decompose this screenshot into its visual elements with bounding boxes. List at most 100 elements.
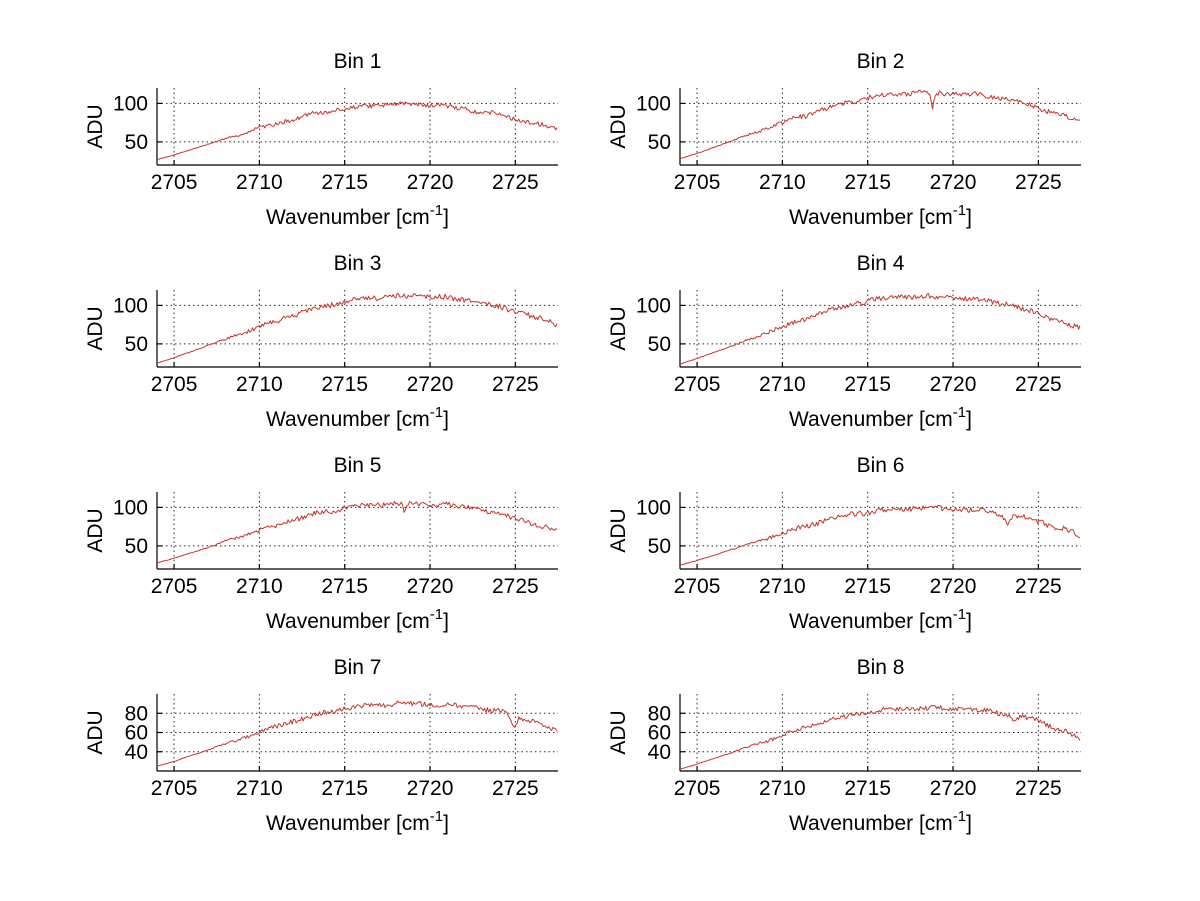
subplot-bin-8: 2705 2710 2715 2720 2725 40 60 80 Bin 8 ADU Wavenu…: [600, 636, 1200, 838]
x-tick-label: 2705: [151, 373, 198, 396]
y-axis-label: ADU: [607, 104, 630, 148]
y-axis-label: ADU: [607, 710, 630, 754]
y-tick-label: 40: [648, 741, 671, 764]
x-tick-label: 2715: [321, 575, 368, 598]
y-tick-label: 100: [113, 294, 148, 317]
subplot-title: Bin 2: [857, 50, 905, 73]
x-tick-label: 2725: [1015, 575, 1062, 598]
x-tick-label: 2715: [844, 373, 891, 396]
x-tick-label: 2715: [321, 171, 368, 194]
x-axis-label: Wavenumber [cm-1]: [789, 606, 972, 633]
x-axis-label: Wavenumber [cm-1]: [789, 202, 972, 229]
y-axis-label: ADU: [607, 508, 630, 552]
y-axis-label: ADU: [607, 306, 630, 350]
x-tick-label: 2710: [236, 777, 283, 800]
y-axis-label: ADU: [84, 104, 107, 148]
y-tick-label: 100: [113, 496, 148, 519]
x-tick-label: 2715: [321, 777, 368, 800]
x-axis-label: Wavenumber [cm-1]: [789, 404, 972, 431]
subplot-svg: 2705 2710 2715 2720 2725 50 100 Bin 3 ADU Wavenum…: [84, 252, 558, 431]
x-axis-label: Wavenumber [cm-1]: [266, 202, 449, 229]
y-tick-label: 80: [648, 702, 671, 725]
x-tick-label: 2720: [407, 373, 454, 396]
y-tick-label: 60: [648, 722, 671, 745]
x-tick-label: 2715: [321, 373, 368, 396]
x-tick-label: 2710: [236, 373, 283, 396]
x-tick-label: 2715: [844, 777, 891, 800]
subplot-title: Bin 1: [334, 50, 382, 73]
y-tick-label: 50: [648, 131, 671, 154]
subplot-bin-3: 2705 2710 2715 2720 2725 50 100 Bin 3 ADU Wavenum…: [0, 232, 600, 434]
subplot-bin-6: 2705 2710 2715 2720 2725 50 100 Bin 6 ADU Wavenum…: [600, 434, 1200, 636]
spectrum-line: [680, 704, 1081, 770]
y-tick-label: 50: [648, 333, 671, 356]
subplot-title: Bin 8: [857, 656, 905, 679]
y-tick-label: 100: [636, 496, 671, 519]
y-tick-label: 50: [125, 333, 148, 356]
x-tick-label: 2720: [407, 171, 454, 194]
subplot-title: Bin 6: [857, 454, 905, 477]
x-tick-label: 2705: [151, 575, 198, 598]
subplot-svg: 2705 2710 2715 2720 2725 50 100 Bin 5 ADU Wavenum…: [84, 454, 558, 633]
spectrum-line: [157, 700, 558, 767]
y-tick-label: 60: [125, 722, 148, 745]
x-tick-label: 2705: [674, 575, 721, 598]
x-tick-label: 2720: [930, 575, 977, 598]
subplot-svg: 2705 2710 2715 2720 2725 50 100 Bin 2 ADU Wavenum…: [607, 50, 1081, 229]
y-tick-label: 100: [113, 92, 148, 115]
subplot-title: Bin 7: [334, 656, 382, 679]
subplot-svg: 2705 2710 2715 2720 2725 50 100 Bin 1 ADU Wavenum…: [84, 50, 558, 229]
subplot-svg: 2705 2710 2715 2720 2725 50 100 Bin 6 ADU Wavenum…: [607, 454, 1081, 633]
x-axis-label: Wavenumber [cm-1]: [789, 808, 972, 835]
subplot-title: Bin 4: [857, 252, 905, 275]
subplot-bin-4: 2705 2710 2715 2720 2725 50 100 Bin 4 ADU Wavenum…: [600, 232, 1200, 434]
x-tick-label: 2710: [236, 575, 283, 598]
x-tick-label: 2710: [759, 171, 806, 194]
spectrum-line: [680, 504, 1081, 566]
subplot-bin-2: 2705 2710 2715 2720 2725 50 100 Bin 2 ADU Wavenum…: [600, 30, 1200, 232]
spectrum-line: [157, 500, 558, 564]
x-axis-label: Wavenumber [cm-1]: [266, 808, 449, 835]
y-tick-label: 100: [636, 294, 671, 317]
x-tick-label: 2725: [492, 171, 539, 194]
subplot-svg: 2705 2710 2715 2720 2725 50 100 Bin 4 ADU Wavenum…: [607, 252, 1081, 431]
spectrum-line: [680, 293, 1081, 365]
spectrum-line: [157, 101, 558, 160]
y-tick-label: 50: [648, 535, 671, 558]
x-tick-label: 2720: [930, 777, 977, 800]
x-tick-label: 2705: [674, 777, 721, 800]
x-tick-label: 2705: [674, 171, 721, 194]
x-tick-label: 2710: [759, 777, 806, 800]
x-tick-label: 2715: [844, 575, 891, 598]
x-tick-label: 2725: [1015, 171, 1062, 194]
x-tick-label: 2720: [930, 171, 977, 194]
y-tick-label: 40: [125, 741, 148, 764]
x-tick-label: 2705: [151, 777, 198, 800]
subplot-bin-5: 2705 2710 2715 2720 2725 50 100 Bin 5 ADU Wavenum…: [0, 434, 600, 636]
y-tick-label: 50: [125, 131, 148, 154]
y-tick-label: 80: [125, 702, 148, 725]
x-tick-label: 2720: [407, 777, 454, 800]
x-tick-label: 2705: [674, 373, 721, 396]
x-tick-label: 2725: [1015, 373, 1062, 396]
y-tick-label: 100: [636, 92, 671, 115]
subplot-title: Bin 3: [334, 252, 382, 275]
x-tick-label: 2720: [407, 575, 454, 598]
x-tick-label: 2710: [759, 373, 806, 396]
x-tick-label: 2710: [236, 171, 283, 194]
x-axis-label: Wavenumber [cm-1]: [266, 404, 449, 431]
x-axis-label: Wavenumber [cm-1]: [266, 606, 449, 633]
x-tick-label: 2725: [492, 777, 539, 800]
x-tick-label: 2725: [492, 575, 539, 598]
x-tick-label: 2705: [151, 171, 198, 194]
spectrum-line: [157, 292, 558, 364]
x-tick-label: 2725: [492, 373, 539, 396]
y-axis-label: ADU: [84, 306, 107, 350]
subplot-bin-1: 2705 2710 2715 2720 2725 50 100 Bin 1 ADU Wavenum…: [0, 30, 600, 232]
x-tick-label: 2720: [930, 373, 977, 396]
x-tick-label: 2725: [1015, 777, 1062, 800]
x-tick-label: 2710: [759, 575, 806, 598]
